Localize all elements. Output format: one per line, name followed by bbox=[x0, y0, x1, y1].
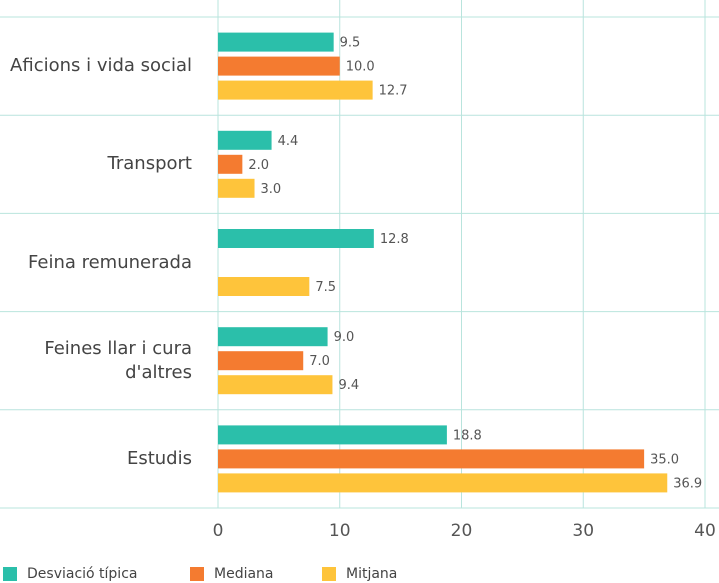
category-label: Feines llar i cura d'altres bbox=[44, 337, 192, 383]
value-label: 9.4 bbox=[338, 378, 359, 393]
category-label: Transport bbox=[107, 153, 192, 175]
legend-item: Mitjana bbox=[322, 566, 397, 582]
bar bbox=[218, 351, 304, 371]
category-label: Feina remunerada bbox=[28, 251, 192, 273]
legend-item: Desviació típica bbox=[3, 566, 137, 582]
bar bbox=[218, 375, 333, 395]
value-label: 10.0 bbox=[346, 60, 375, 75]
value-label: 36.9 bbox=[673, 476, 702, 491]
category-label: Estudis bbox=[126, 447, 192, 469]
bar bbox=[218, 178, 255, 198]
legend-swatch bbox=[190, 567, 204, 581]
bar bbox=[218, 56, 340, 76]
legend-label: Mitjana bbox=[346, 566, 398, 582]
bar bbox=[218, 473, 668, 493]
category-label: Aficions i vida social bbox=[10, 55, 192, 77]
x-tick-label: 20 bbox=[451, 521, 473, 541]
bar bbox=[218, 449, 645, 469]
value-label: 7.0 bbox=[309, 354, 330, 369]
x-tick-label: 40 bbox=[694, 521, 716, 541]
x-tick-label: 30 bbox=[572, 521, 594, 541]
value-label: 3.0 bbox=[261, 182, 282, 197]
value-label: 12.8 bbox=[380, 232, 409, 247]
value-label: 4.4 bbox=[278, 134, 299, 149]
legend-item: Mediana bbox=[190, 566, 274, 582]
legend-swatch bbox=[3, 567, 17, 581]
value-label: 2.0 bbox=[248, 158, 269, 173]
legend-swatch bbox=[322, 567, 336, 581]
value-label: 9.5 bbox=[340, 36, 361, 51]
value-label: 12.7 bbox=[379, 84, 408, 99]
value-label: 7.5 bbox=[315, 280, 336, 295]
bar bbox=[218, 32, 334, 52]
x-tick-label: 10 bbox=[329, 521, 351, 541]
legend-label: Mediana bbox=[214, 566, 274, 582]
value-label: 9.0 bbox=[334, 330, 355, 345]
bar bbox=[218, 277, 310, 296]
value-label: 35.0 bbox=[650, 452, 679, 467]
x-tick-label: 0 bbox=[213, 521, 224, 541]
bar bbox=[218, 229, 374, 248]
bar bbox=[218, 327, 328, 347]
bar bbox=[218, 425, 447, 445]
bar bbox=[218, 80, 373, 100]
bar bbox=[218, 130, 272, 150]
value-label: 18.8 bbox=[453, 428, 482, 443]
legend-label: Desviació típica bbox=[27, 566, 138, 582]
bar bbox=[218, 154, 243, 174]
